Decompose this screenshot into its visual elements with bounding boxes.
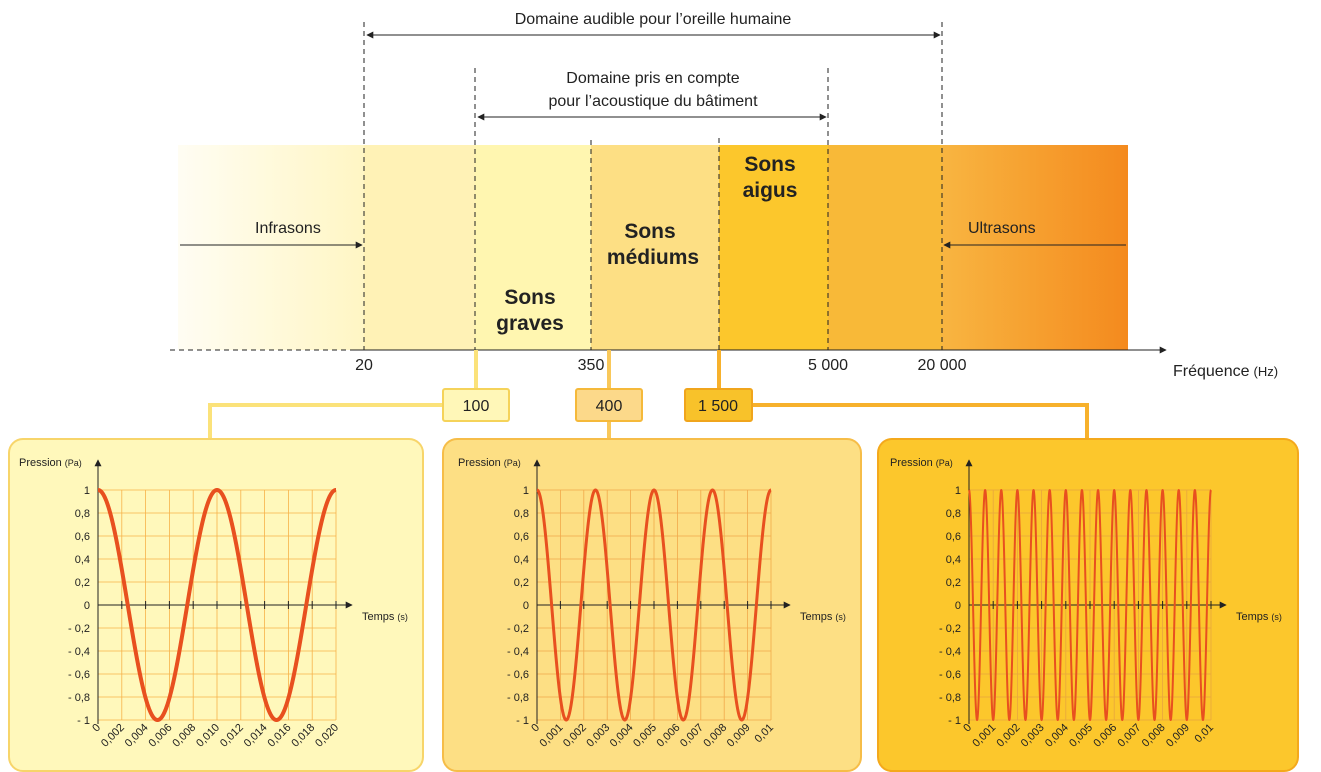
tick-label-20: 20 — [355, 357, 373, 374]
pressure-curve — [968, 489, 1212, 721]
pressure-axis-unit: (Pa) — [936, 458, 953, 468]
badge-100-label: 100 — [463, 398, 490, 415]
y-tick-label: 0,8 — [946, 508, 961, 520]
y-tick-label: 0,4 — [75, 554, 90, 566]
y-tick-label: 1 — [84, 485, 90, 497]
boundary-lines — [363, 22, 943, 350]
time-axis-name: Temps — [362, 611, 395, 623]
frequency-axis-unit: (Hz) — [1254, 364, 1279, 379]
pressure-curve — [535, 488, 773, 722]
building-range-label-1: Domaine pris en compte — [566, 70, 740, 87]
y-tick-label: 0,6 — [75, 531, 90, 543]
band-infrasons — [178, 145, 364, 350]
time-axis-unit: (s) — [1271, 612, 1282, 622]
y-tick-label: - 0,8 — [939, 692, 961, 704]
y-tick-label: - 0,2 — [939, 623, 961, 635]
ultrasons-label: Ultrasons — [968, 220, 1036, 237]
time-axis-label: Temps (s) — [362, 611, 408, 623]
badge-100: 100 — [442, 388, 510, 422]
y-tick-label: - 0,6 — [507, 669, 529, 681]
time-axis-label: Temps (s) — [1236, 611, 1282, 623]
band-graves — [475, 145, 591, 350]
pressure-axis-label: Pression (Pa) — [19, 457, 82, 469]
y-tick-label: 0,8 — [514, 508, 529, 520]
y-tick-label: 1 — [955, 485, 961, 497]
y-tick-label: 0,4 — [946, 554, 961, 566]
y-tick-label: 0 — [84, 600, 90, 612]
tick-label-5000: 5 000 — [808, 357, 848, 374]
pressure-axis-unit: (Pa) — [504, 458, 521, 468]
badge-400: 400 — [575, 388, 643, 422]
badge-400-label: 400 — [596, 398, 623, 415]
pressure-axis-name: Pression — [19, 457, 62, 469]
y-tick-label: - 1 — [77, 715, 90, 727]
band-mediums — [591, 145, 719, 350]
y-tick-label: - 0,2 — [68, 623, 90, 635]
y-tick-label: - 0,4 — [507, 646, 529, 658]
time-axis-label: Temps (s) — [800, 611, 846, 623]
mediums-label-2: médiums — [607, 246, 699, 269]
y-tick-label: - 0,6 — [68, 669, 90, 681]
time-axis-name: Temps — [800, 611, 833, 623]
y-tick-label: - 1 — [516, 715, 529, 727]
y-tick-label: 0,2 — [946, 577, 961, 589]
y-tick-label: 0 — [523, 600, 529, 612]
y-tick-label: 0,6 — [946, 531, 961, 543]
y-tick-label: - 1 — [948, 715, 961, 727]
badge-1500-label: 1 500 — [698, 398, 738, 415]
tick-label-20000: 20 000 — [918, 357, 967, 374]
y-tick-label: 0,2 — [514, 577, 529, 589]
band-aigus — [719, 145, 828, 350]
aigus-label-1: Sons — [744, 153, 795, 176]
pressure-axis-name: Pression — [458, 457, 501, 469]
mediums-label-1: Sons — [624, 220, 675, 243]
spectrum-bands — [178, 145, 1128, 350]
y-tick-label: - 0,4 — [68, 646, 90, 658]
y-tick-label: 0,6 — [514, 531, 529, 543]
frequency-axis-label: Fréquence (Hz) — [1173, 363, 1278, 380]
y-tick-label: 0 — [955, 600, 961, 612]
y-tick-label: 0,8 — [75, 508, 90, 520]
time-axis-name: Temps — [1236, 611, 1269, 623]
frequency-axis-name: Fréquence — [1173, 363, 1250, 380]
y-tick-label: 0,2 — [75, 577, 90, 589]
pressure-axis-unit: (Pa) — [65, 458, 82, 468]
building-range-label-2: pour l’acoustique du bâtiment — [548, 93, 758, 110]
connectors — [208, 350, 1089, 440]
y-tick-label: - 0,4 — [939, 646, 961, 658]
badge-1500: 1 500 — [684, 388, 753, 422]
pressure-axis-label: Pression (Pa) — [458, 457, 521, 469]
y-tick-label: - 0,8 — [507, 692, 529, 704]
aigus-label-2: aigus — [743, 179, 798, 202]
y-tick-label: 1 — [523, 485, 529, 497]
band-high-audible — [828, 145, 942, 350]
band-ultrasons — [942, 145, 1128, 350]
band-low-audible — [364, 145, 475, 350]
pressure-curve — [96, 488, 338, 722]
time-axis-unit: (s) — [397, 612, 408, 622]
y-tick-label: - 0,8 — [68, 692, 90, 704]
tick-label-350: 350 — [578, 357, 605, 374]
y-tick-label: - 0,6 — [939, 669, 961, 681]
audible-range-label: Domaine audible pour l’oreille humaine — [515, 11, 792, 28]
y-tick-label: 0,4 — [514, 554, 529, 566]
y-tick-label: - 0,2 — [507, 623, 529, 635]
pressure-axis-name: Pression — [890, 457, 933, 469]
graves-label-1: Sons — [504, 286, 555, 309]
pressure-axis-label: Pression (Pa) — [890, 457, 953, 469]
infrasons-label: Infrasons — [255, 220, 321, 237]
time-axis-unit: (s) — [835, 612, 846, 622]
graves-label-2: graves — [496, 312, 564, 335]
